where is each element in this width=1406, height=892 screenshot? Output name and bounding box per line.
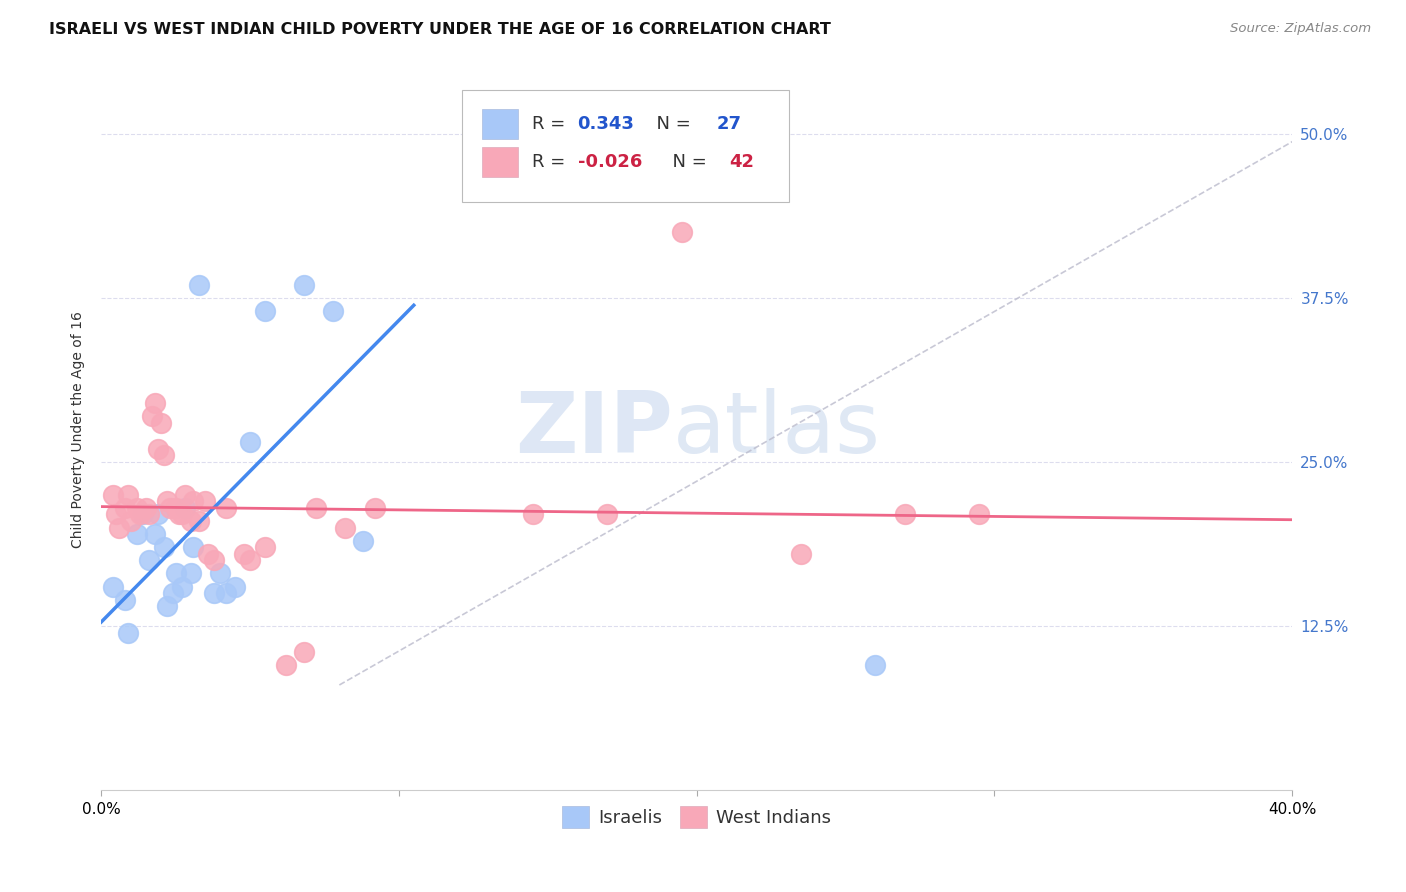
Point: [129, 508, 152, 522]
Point: [138, 508, 160, 522]
Point: [352, 533, 374, 548]
Point: [152, 449, 174, 463]
Point: [292, 277, 315, 292]
Point: [152, 541, 174, 555]
Point: [146, 508, 169, 522]
Point: [790, 547, 813, 561]
Point: [135, 500, 157, 515]
Point: [863, 658, 886, 673]
Point: [335, 520, 357, 534]
Point: [143, 396, 166, 410]
Point: [197, 547, 219, 561]
Point: [120, 514, 142, 528]
Point: [596, 508, 619, 522]
Point: [170, 580, 193, 594]
Point: [215, 586, 238, 600]
Point: [146, 442, 169, 456]
Text: R =: R =: [533, 115, 571, 133]
Point: [215, 500, 238, 515]
Point: [364, 500, 387, 515]
Bar: [482, 147, 517, 178]
Text: N =: N =: [661, 153, 713, 171]
Point: [322, 304, 344, 318]
Point: [173, 500, 195, 515]
Bar: [482, 109, 517, 139]
Point: [202, 586, 225, 600]
Text: ISRAELI VS WEST INDIAN CHILD POVERTY UNDER THE AGE OF 16 CORRELATION CHART: ISRAELI VS WEST INDIAN CHILD POVERTY UND…: [49, 22, 831, 37]
Legend: Israelis, West Indians: Israelis, West Indians: [555, 798, 838, 835]
Y-axis label: Child Poverty Under the Age of 16: Child Poverty Under the Age of 16: [72, 310, 86, 548]
Point: [969, 508, 991, 522]
Point: [117, 488, 139, 502]
Text: Source: ZipAtlas.com: Source: ZipAtlas.com: [1230, 22, 1371, 36]
Point: [253, 304, 276, 318]
Point: [101, 580, 124, 594]
Point: [194, 494, 217, 508]
Point: [304, 500, 326, 515]
Point: [233, 547, 256, 561]
Text: -0.026: -0.026: [578, 153, 643, 171]
Point: [156, 494, 179, 508]
Point: [671, 226, 693, 240]
Text: N =: N =: [645, 115, 697, 133]
Point: [274, 658, 297, 673]
Point: [253, 541, 276, 555]
Point: [239, 553, 262, 567]
Point: [149, 416, 172, 430]
Point: [125, 527, 148, 541]
Point: [114, 592, 136, 607]
Point: [138, 553, 160, 567]
Point: [114, 500, 136, 515]
Point: [143, 527, 166, 541]
Point: [117, 625, 139, 640]
Point: [292, 645, 315, 659]
Point: [165, 500, 187, 515]
Point: [156, 599, 179, 614]
Point: [522, 508, 544, 522]
Text: R =: R =: [533, 153, 571, 171]
Point: [894, 508, 917, 522]
Point: [167, 508, 190, 522]
Text: 27: 27: [717, 115, 742, 133]
Point: [159, 500, 181, 515]
Point: [105, 508, 128, 522]
Text: ZIP: ZIP: [515, 388, 673, 471]
Point: [188, 514, 211, 528]
Point: [180, 566, 202, 581]
Point: [165, 566, 187, 581]
Point: [239, 435, 262, 450]
Point: [224, 580, 246, 594]
FancyBboxPatch shape: [463, 90, 790, 202]
Point: [180, 514, 202, 528]
Point: [170, 508, 193, 522]
Point: [188, 277, 211, 292]
Point: [183, 541, 205, 555]
Text: 0.343: 0.343: [578, 115, 634, 133]
Point: [108, 520, 131, 534]
Point: [162, 586, 184, 600]
Point: [101, 488, 124, 502]
Point: [141, 409, 163, 423]
Text: 42: 42: [728, 153, 754, 171]
Point: [132, 508, 155, 522]
Point: [209, 566, 232, 581]
Point: [183, 494, 205, 508]
Point: [125, 500, 148, 515]
Point: [202, 553, 225, 567]
Text: atlas: atlas: [673, 388, 880, 471]
Point: [173, 488, 195, 502]
